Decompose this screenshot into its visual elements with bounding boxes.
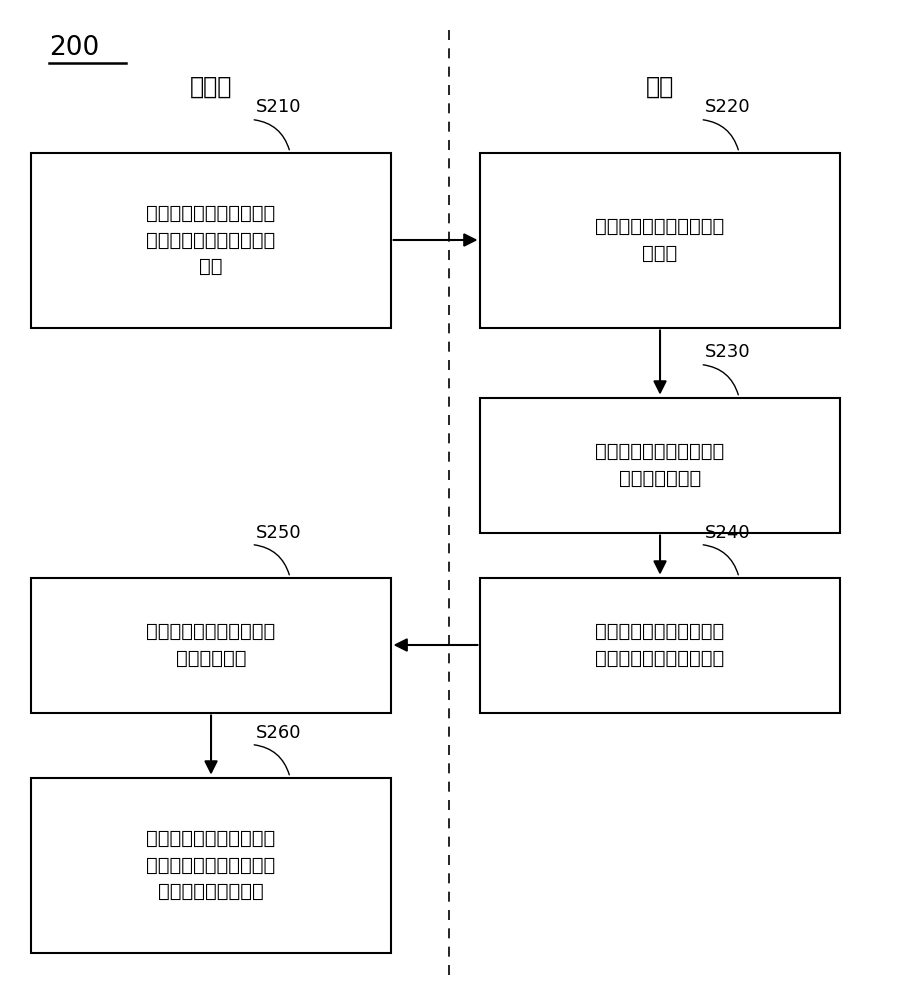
Text: 客户端: 客户端 [189,75,233,99]
Bar [31,578,391,712]
Text: 200: 200 [49,35,100,61]
Text: S260: S260 [256,724,302,742]
Text: S240: S240 [705,524,751,542]
Text: 云端根据检索请求，确定
至少一个关键词: 云端根据检索请求，确定 至少一个关键词 [595,442,725,488]
Bar [31,152,391,328]
Text: S220: S220 [705,99,751,116]
Text: 云端将至少一个关键词作
为检索数据发送至客户端: 云端将至少一个关键词作 为检索数据发送至客户端 [595,622,725,668]
Text: 客户端将获取到的针对应
用数据的检索请求发送至
云端: 客户端将获取到的针对应 用数据的检索请求发送至 云端 [146,204,276,276]
Text: 云端获取来自客户端的检
索请求: 云端获取来自客户端的检 索请求 [595,217,725,263]
Text: S230: S230 [705,343,751,361]
Bar [480,152,840,328]
Text: S210: S210 [256,99,302,116]
Text: 客户端接收来自云端的至
少一个关键词: 客户端接收来自云端的至 少一个关键词 [146,622,276,668]
Bar [480,578,840,712]
Text: S250: S250 [256,524,302,542]
Text: 云端: 云端 [646,75,674,99]
Bar [31,778,391,952]
Bar [480,397,840,532]
Text: 客户端根据至少一个关键
词，检索本地数据库中的
数据，得到检索结果: 客户端根据至少一个关键 词，检索本地数据库中的 数据，得到检索结果 [146,829,276,901]
